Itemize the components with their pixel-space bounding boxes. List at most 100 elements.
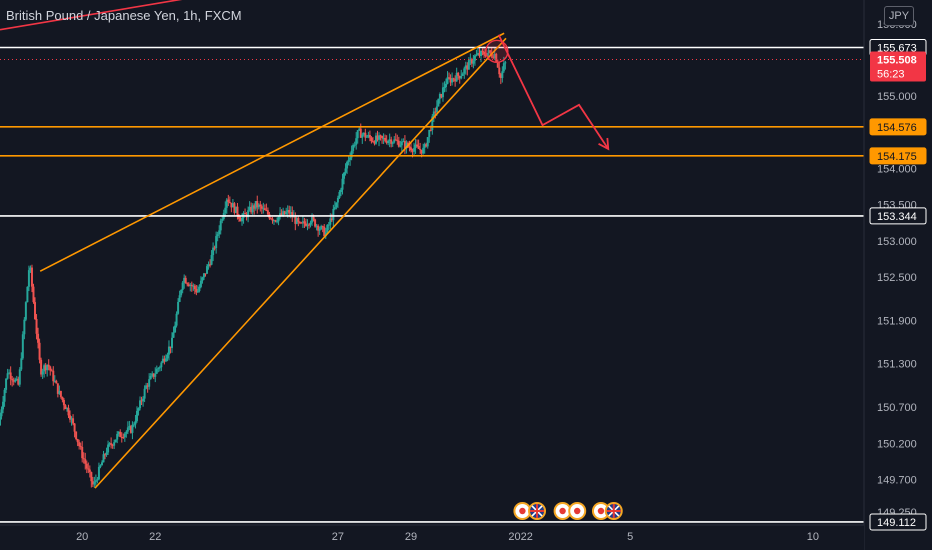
candle-body: [87, 468, 90, 470]
candle-body: [454, 79, 457, 82]
candle-body: [201, 277, 204, 281]
candle-body: [379, 135, 382, 137]
candle-body: [343, 172, 346, 179]
candle-body: [320, 226, 323, 230]
candle-body: [27, 270, 30, 287]
economic-event-icon[interactable]: [553, 502, 572, 520]
candle-body: [123, 433, 126, 438]
candle-body: [2, 401, 5, 410]
time-tick-label: 27: [332, 531, 344, 543]
candle-body: [37, 333, 40, 343]
trend-line[interactable]: [94, 37, 507, 489]
candle-body: [460, 75, 463, 79]
candle-body: [113, 442, 116, 446]
candle-body: [46, 364, 49, 371]
candle-body: [131, 425, 134, 433]
candle-body: [69, 415, 72, 420]
candle-body: [216, 234, 219, 237]
level-price-badge[interactable]: [869, 147, 927, 165]
trend-line[interactable]: [39, 32, 505, 272]
marked-point-circle[interactable]: [485, 39, 509, 64]
candle-body: [73, 423, 76, 432]
economic-event-icon[interactable]: [568, 502, 587, 520]
candle-body: [347, 159, 350, 162]
candle-body: [43, 365, 46, 372]
candle-body: [259, 204, 262, 207]
candle-body: [426, 137, 429, 147]
candle-body: [64, 405, 67, 410]
candle-body: [422, 147, 425, 154]
candle-body: [26, 286, 29, 303]
candle-body: [96, 479, 99, 481]
candle-body: [352, 144, 355, 151]
candle-body: [248, 206, 251, 211]
level-price-badge[interactable]: [869, 513, 927, 531]
candle-body: [425, 144, 428, 147]
candle-body: [58, 391, 61, 394]
currency-badge[interactable]: JPY: [884, 6, 914, 26]
candle-body: [408, 146, 411, 148]
price-tick-label: 151.300: [877, 359, 917, 371]
candle-body: [151, 373, 154, 376]
candle-body: [378, 135, 381, 140]
candle-body: [107, 444, 110, 453]
projection-path[interactable]: [497, 34, 610, 150]
candle-body: [390, 139, 393, 144]
candle-body: [362, 132, 365, 135]
candle-body: [385, 140, 388, 144]
candle-body: [429, 129, 432, 131]
candle-body: [122, 437, 125, 439]
candle-body: [6, 373, 9, 379]
candle-body: [440, 93, 443, 98]
candle-body: [405, 142, 408, 149]
candle-body: [72, 418, 75, 424]
uk-flag-event-icon[interactable]: [604, 502, 623, 520]
candle-body: [206, 266, 209, 274]
level-price-badge[interactable]: [869, 207, 927, 225]
candle-body: [445, 83, 448, 88]
candle-body: [50, 370, 53, 372]
candle-body: [183, 277, 186, 283]
candle-body: [196, 291, 199, 293]
time-axis-background: [0, 525, 864, 550]
chart-title: British Pound / Japanese Yen, 1h, FXCM: [6, 8, 242, 23]
candle-body: [199, 280, 202, 287]
candle-body: [187, 284, 190, 287]
candle-body: [100, 462, 103, 466]
candle-body: [164, 358, 167, 362]
candle-body: [266, 210, 269, 215]
candle-body: [446, 77, 449, 84]
candle-body: [163, 358, 166, 362]
candle-body: [59, 391, 62, 397]
candle-body: [17, 378, 20, 385]
candle-body: [476, 53, 479, 55]
candle-body: [110, 443, 113, 445]
candle-body: [76, 439, 79, 443]
uk-flag-event-icon[interactable]: [528, 502, 547, 520]
candle-body: [350, 150, 353, 158]
time-tick-label: 10: [807, 531, 819, 543]
candle-body: [484, 54, 487, 57]
candle-body: [180, 290, 183, 296]
candle-body: [458, 75, 461, 79]
current-price-badge[interactable]: [870, 51, 926, 82]
candle-body: [318, 229, 321, 231]
trend-line[interactable]: [0, 0, 316, 31]
candle-body: [300, 222, 303, 224]
economic-event-icon[interactable]: [591, 502, 610, 520]
candle-body: [75, 431, 78, 440]
price-tick-label: 155.000: [877, 91, 917, 103]
candle-body: [134, 420, 137, 425]
level-price-badge[interactable]: [869, 118, 927, 136]
candle-body: [367, 134, 370, 137]
candle-body: [349, 157, 352, 160]
candle-body: [498, 67, 501, 75]
candle-body: [262, 208, 265, 210]
candle-body: [452, 78, 455, 80]
candle-body: [463, 68, 466, 74]
candle-body: [489, 50, 492, 53]
candle-body: [244, 213, 247, 215]
economic-event-icon[interactable]: [513, 502, 532, 520]
